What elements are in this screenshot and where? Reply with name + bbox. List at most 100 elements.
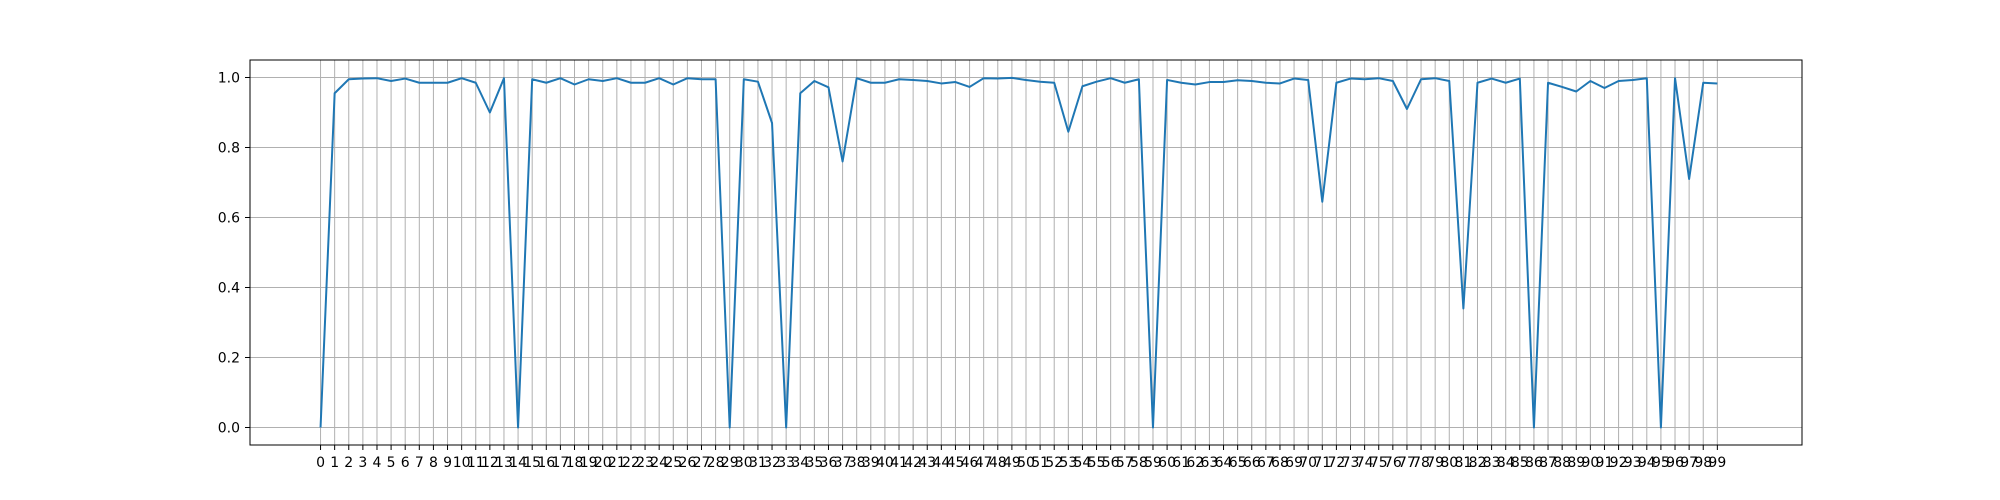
y-tick-label: 0.4 <box>218 281 240 297</box>
series-layer <box>319 76 1718 429</box>
x-tick-label: 28 <box>707 455 725 471</box>
x-tick-label: 53 <box>1059 455 1077 471</box>
x-tick-label: 22 <box>622 455 640 471</box>
x-tick-label: 11 <box>467 455 485 471</box>
x-tick-label: 3 <box>358 455 367 471</box>
x-tick-label: 46 <box>961 455 979 471</box>
x-tick-label: 40 <box>876 455 894 471</box>
x-tick-label: 44 <box>932 455 950 471</box>
x-tick-label: 68 <box>1271 455 1289 471</box>
x-tick-label: 87 <box>1539 455 1557 471</box>
x-tick-label: 30 <box>735 455 753 471</box>
x-tick-label: 73 <box>1342 455 1360 471</box>
x-tick-label: 78 <box>1412 455 1430 471</box>
x-tick-label: 97 <box>1680 455 1698 471</box>
series-line <box>319 76 1718 429</box>
x-tick-label: 2 <box>344 455 353 471</box>
x-tick-label: 96 <box>1666 455 1684 471</box>
x-tick-label: 34 <box>791 455 809 471</box>
x-tick-label: 37 <box>834 455 852 471</box>
x-tick-label: 71 <box>1313 455 1331 471</box>
x-tick-label: 6 <box>401 455 410 471</box>
x-tick-label: 82 <box>1469 455 1487 471</box>
x-tick-label: 23 <box>636 455 654 471</box>
x-tick-label: 15 <box>523 455 541 471</box>
x-tick-label: 85 <box>1511 455 1529 471</box>
x-tick-label: 43 <box>918 455 936 471</box>
x-tick-label: 16 <box>537 455 555 471</box>
x-tick-label: 55 <box>1088 455 1106 471</box>
x-tick-label: 35 <box>805 455 823 471</box>
x-tick-label: 86 <box>1525 455 1543 471</box>
x-tick-label: 19 <box>580 455 598 471</box>
x-tick-label: 25 <box>664 455 682 471</box>
x-tick-label: 72 <box>1327 455 1345 471</box>
x-tick-label: 59 <box>1144 455 1162 471</box>
x-tick-label: 39 <box>862 455 880 471</box>
x-tick-label: 93 <box>1624 455 1642 471</box>
y-tick-label: 0.8 <box>218 141 240 157</box>
x-tick-label: 0 <box>316 455 325 471</box>
x-tick-label: 94 <box>1638 455 1656 471</box>
x-tick-label: 17 <box>551 455 569 471</box>
x-tick-label: 88 <box>1553 455 1571 471</box>
x-axis-ticks: 0 1 2 3 4 5 6 7 8 9 101112131415161718192021222324… <box>316 445 1726 471</box>
x-tick-label: 13 <box>495 455 513 471</box>
x-tick-label: 77 <box>1398 455 1416 471</box>
x-tick-label: 21 <box>608 455 626 471</box>
x-tick-label: 4 <box>373 455 382 471</box>
y-tick-label: 1.0 <box>218 71 240 87</box>
y-axis-ticks: 0.0 0.2 0.4 0.6 0.8 1.0 <box>218 71 250 437</box>
x-tick-label: 36 <box>820 455 838 471</box>
x-tick-label: 89 <box>1567 455 1585 471</box>
x-tick-label: 56 <box>1102 455 1120 471</box>
x-tick-label: 61 <box>1172 455 1190 471</box>
y-tick-label: 0.2 <box>218 351 240 367</box>
y-tick-label: 0.0 <box>218 421 240 437</box>
x-tick-label: 24 <box>650 455 668 471</box>
x-tick-label: 51 <box>1031 455 1049 471</box>
x-tick-label: 58 <box>1130 455 1148 471</box>
x-tick-label: 57 <box>1116 455 1134 471</box>
x-tick-label: 1 <box>330 455 339 471</box>
x-tick-label: 41 <box>890 455 908 471</box>
x-tick-label: 60 <box>1158 455 1176 471</box>
x-tick-label: 38 <box>848 455 866 471</box>
x-tick-label: 90 <box>1581 455 1599 471</box>
y-tick-label: 0.6 <box>218 211 240 227</box>
x-tick-label: 10 <box>453 455 471 471</box>
x-tick-label: 76 <box>1384 455 1402 471</box>
x-tick-label: 5 <box>387 455 396 471</box>
x-tick-label: 74 <box>1356 455 1374 471</box>
x-tick-label: 26 <box>678 455 696 471</box>
x-tick-label: 83 <box>1483 455 1501 471</box>
x-tick-label: 81 <box>1454 455 1472 471</box>
x-tick-label: 20 <box>594 455 612 471</box>
x-tick-label: 49 <box>1003 455 1021 471</box>
x-tick-label: 75 <box>1370 455 1388 471</box>
x-tick-label: 67 <box>1257 455 1275 471</box>
x-tick-label: 29 <box>721 455 739 471</box>
x-tick-label: 70 <box>1299 455 1317 471</box>
x-tick-label: 91 <box>1596 455 1614 471</box>
x-tick-label: 62 <box>1186 455 1204 471</box>
x-tick-label: 92 <box>1610 455 1628 471</box>
x-tick-label: 69 <box>1285 455 1303 471</box>
x-tick-label: 84 <box>1497 455 1515 471</box>
x-tick-label: 50 <box>1017 455 1035 471</box>
x-tick-label: 48 <box>989 455 1007 471</box>
x-tick-label: 12 <box>481 455 499 471</box>
x-tick-label: 47 <box>975 455 993 471</box>
x-tick-label: 31 <box>749 455 767 471</box>
x-tick-label: 7 <box>415 455 424 471</box>
x-tick-label: 52 <box>1045 455 1063 471</box>
x-tick-label: 98 <box>1694 455 1712 471</box>
x-tick-label: 27 <box>693 455 711 471</box>
x-tick-label: 9 <box>443 455 452 471</box>
x-tick-label: 32 <box>763 455 781 471</box>
x-tick-label: 14 <box>509 455 527 471</box>
x-tick-label: 65 <box>1229 455 1247 471</box>
x-tick-label: 33 <box>777 455 795 471</box>
